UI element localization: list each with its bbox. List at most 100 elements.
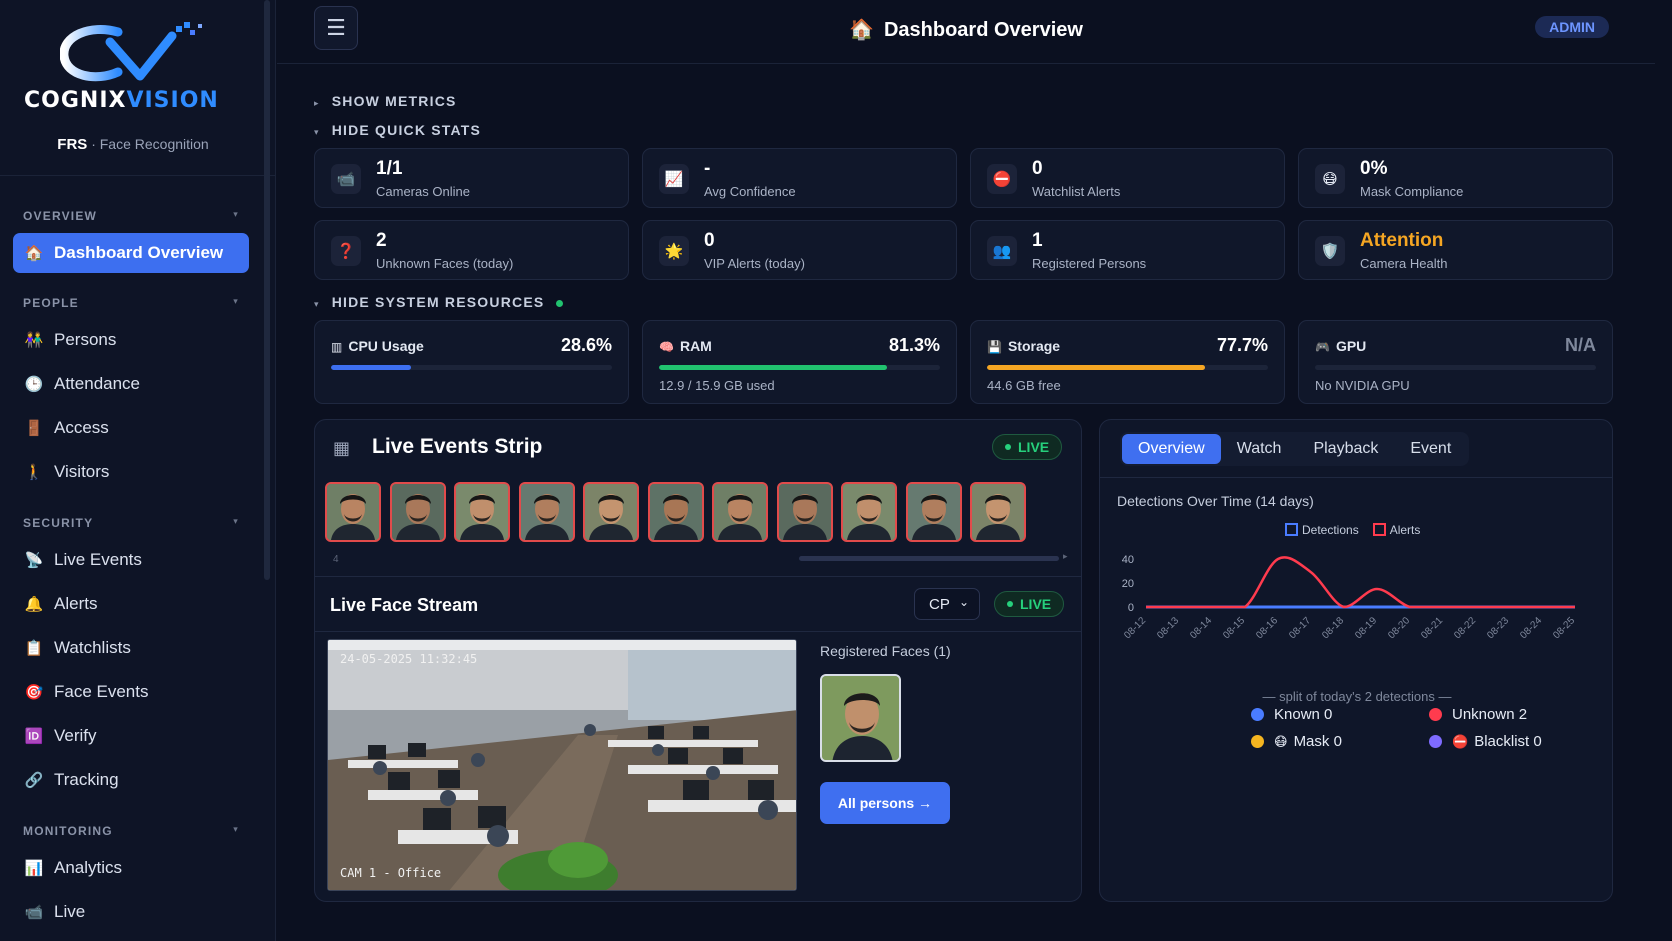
tab-overview[interactable]: Overview (1122, 434, 1221, 464)
x-tick-label: 08-20 (1386, 615, 1412, 641)
film-strip-icon: ▦ (333, 438, 351, 458)
sidebar-item-live[interactable]: 📹 Live (13, 892, 249, 932)
event-thumbnails[interactable] (325, 482, 1075, 544)
stat-card-avg-confidence[interactable]: 📈 - Avg Confidence (642, 148, 957, 208)
sidebar-item-watchlists[interactable]: 📋 Watchlists (13, 628, 249, 668)
star-icon: 🌟 (659, 236, 689, 266)
event-thumbnail[interactable] (970, 482, 1026, 542)
face-image (327, 484, 379, 540)
camera-select[interactable]: CP ⌄ (914, 588, 980, 620)
nav-section-label: SECURITY (23, 516, 94, 530)
stat-card-unknown-faces[interactable]: ❓ 2 Unknown Faces (today) (314, 220, 629, 280)
caret-right-icon: ▸ (314, 98, 320, 108)
sidebar-item-label: Live (54, 902, 86, 921)
face-portrait-image (822, 676, 899, 760)
sidebar-item-access[interactable]: 🚪 Access (13, 408, 249, 448)
strip-scrollbar[interactable] (799, 556, 1059, 561)
progress-fill (987, 365, 1206, 370)
sidebar-item-face-events[interactable]: 🎯 Face Events (13, 672, 249, 712)
stat-card-mask-compliance[interactable]: 😷 0% Mask Compliance (1298, 148, 1613, 208)
nav-section-overview[interactable]: OVERVIEW ▾ (23, 209, 239, 223)
all-persons-button[interactable]: All persons → (820, 782, 950, 824)
face-image (843, 484, 895, 540)
product-separator: · (91, 136, 96, 152)
nav-section-security[interactable]: SECURITY ▾ (23, 516, 239, 530)
hide-quick-stats-toggle[interactable]: ▾ HIDE QUICK STATS (314, 122, 481, 138)
sidebar-item-analytics[interactable]: 📊 Analytics (13, 848, 249, 888)
stat-card-vip-alerts[interactable]: 🌟 0 VIP Alerts (today) (642, 220, 957, 280)
stat-card-cameras-online[interactable]: 📹 1/1 Cameras Online (314, 148, 629, 208)
camera-feed[interactable]: 24-05-2025 11:32:45 CAM 1 - Office (327, 639, 797, 891)
tab-playback[interactable]: Playback (1313, 440, 1379, 457)
sidebar-item-label: Live Events (54, 550, 142, 569)
stat-card-camera-health[interactable]: 🛡️ Attention Camera Health (1298, 220, 1613, 280)
scroll-right-icon[interactable]: ▸ (1063, 551, 1068, 561)
hide-system-resources-toggle[interactable]: ▾ HIDE SYSTEM RESOURCES (314, 294, 564, 310)
sidebar-item-live-events[interactable]: 📡 Live Events (13, 540, 249, 580)
split-label: Mask 0 (1293, 733, 1342, 750)
sidebar-item-persons[interactable]: 👫 Persons (13, 320, 249, 360)
x-tick-label: 08-12 (1122, 615, 1148, 641)
event-thumbnail[interactable] (454, 482, 510, 542)
event-thumbnail[interactable] (647, 482, 704, 542)
cognix-logo-icon (60, 22, 202, 82)
tab-watch[interactable]: Watch (1236, 440, 1282, 457)
y-tick-label: 40 (1122, 554, 1134, 566)
known-dot (1251, 708, 1264, 721)
chart-title: Detections Over Time (14 days) (1117, 493, 1314, 509)
live-events-panel: ▦ Live Events Strip LIVE 4 ▸ Live Face S… (314, 419, 1082, 902)
event-thumbnail[interactable] (518, 482, 575, 542)
resource-card-storage: 💾 Storage 77.7% 44.6 GB free (970, 320, 1285, 404)
sidebar-item-dashboard-overview[interactable]: 🏠 Dashboard Overview (13, 233, 249, 273)
live-label: LIVE (1018, 439, 1050, 455)
x-tick-label: 08-13 (1155, 615, 1181, 641)
tab-event[interactable]: Event (1410, 440, 1452, 457)
stat-card-registered-persons[interactable]: 👥 1 Registered Persons (970, 220, 1285, 280)
face-image (972, 484, 1024, 540)
series-line-alerts (1146, 556, 1575, 609)
live-dot (1005, 444, 1011, 450)
event-thumbnail[interactable] (712, 482, 768, 542)
product-description: Face Recognition (99, 136, 209, 152)
x-tick-label: 08-14 (1188, 615, 1214, 641)
legend-item-detections[interactable]: Detections (1285, 523, 1359, 537)
event-thumbnail[interactable] (905, 482, 962, 542)
event-thumbnail[interactable] (325, 482, 381, 542)
resource-value: N/A (1565, 335, 1596, 355)
sidebar-item-label: Face Events (54, 682, 149, 701)
legend-label: Alerts (1389, 523, 1421, 537)
home-icon: 🏠 (849, 19, 874, 41)
resource-sub: No NVIDIA GPU (1315, 378, 1410, 393)
show-metrics-toggle[interactable]: ▸ SHOW METRICS (314, 93, 457, 109)
split-label: Blacklist 0 (1474, 733, 1542, 750)
sidebar-item-verify[interactable]: 🆔 Verify (13, 716, 249, 756)
sidebar-item-label: Verify (54, 726, 97, 745)
sidebar-item-alerts[interactable]: 🔔 Alerts (13, 584, 249, 624)
logo-word-vision: VISION (126, 88, 219, 113)
sidebar-item-label: Dashboard Overview (54, 243, 224, 262)
registered-face-thumbnail[interactable] (820, 674, 901, 762)
event-thumbnail[interactable] (389, 482, 446, 542)
face-stream-title: Live Face Stream (330, 595, 479, 615)
gamepad-icon: 🎮 (1315, 340, 1330, 354)
sidebar-item-visitors[interactable]: 🚶 Visitors (13, 452, 249, 492)
sidebar-scrollbar[interactable] (264, 0, 270, 580)
event-thumbnail[interactable] (583, 482, 639, 542)
sidebar-item-tracking[interactable]: 🔗 Tracking (13, 760, 249, 800)
nav-section-people[interactable]: PEOPLE ▾ (23, 296, 239, 310)
event-thumbnail[interactable] (776, 482, 833, 542)
event-thumbnail[interactable] (841, 482, 897, 542)
strip-count: 4 (333, 554, 339, 565)
mask-face-icon: 😷 (1274, 733, 1288, 749)
stat-label: Avg Confidence (704, 184, 796, 199)
progress-track (987, 365, 1268, 370)
stat-card-watchlist-alerts[interactable]: ⛔ 0 Watchlist Alerts (970, 148, 1285, 208)
live-badge: LIVE (992, 434, 1063, 460)
sidebar-item-attendance[interactable]: 🕒 Attendance (13, 364, 249, 404)
camera-icon: 📹 (331, 164, 361, 194)
resource-name: 💾 Storage (987, 338, 1060, 354)
nav-section-monitoring[interactable]: MONITORING ▾ (23, 824, 239, 838)
legend-item-alerts[interactable]: Alerts (1372, 523, 1421, 537)
x-tick-label: 08-23 (1485, 615, 1511, 641)
hamburger-menu-button[interactable]: ☰ (314, 6, 358, 50)
